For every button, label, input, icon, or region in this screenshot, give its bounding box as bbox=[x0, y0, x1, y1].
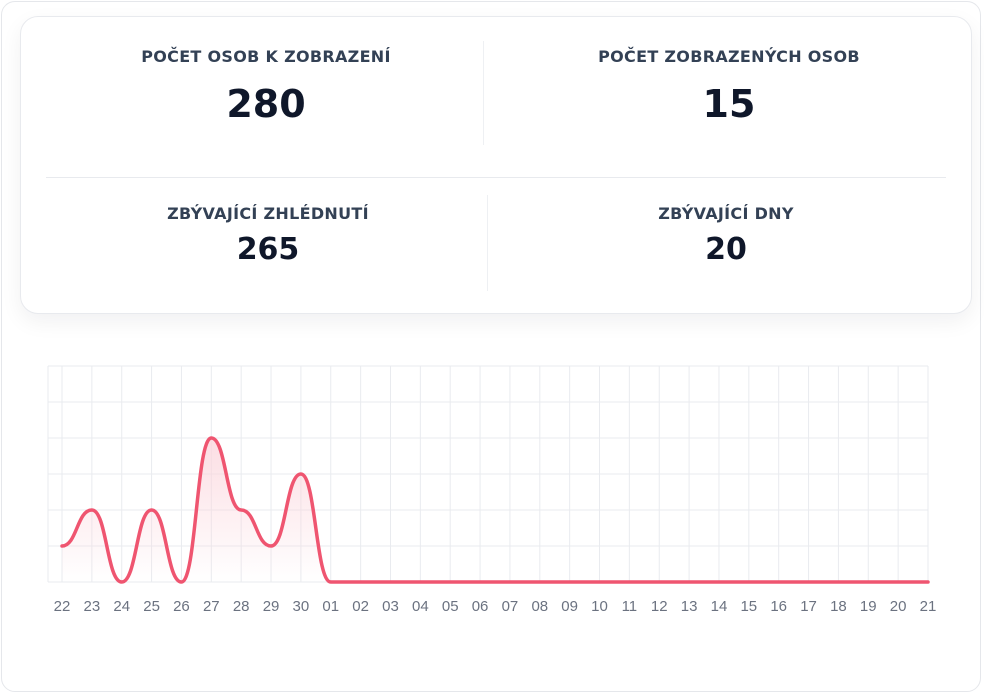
stat-total-persons: POČET OSOB K ZOBRAZENÍ 280 bbox=[21, 47, 511, 126]
x-tick-label: 10 bbox=[591, 598, 608, 615]
stat-remaining-days: ZBÝVAJÍCÍ DNY 20 bbox=[493, 204, 959, 267]
x-tick-label: 05 bbox=[442, 598, 459, 615]
x-tick-label: 24 bbox=[113, 598, 130, 615]
x-tick-label: 08 bbox=[531, 598, 548, 615]
stat-label: ZBÝVAJÍCÍ DNY bbox=[658, 204, 794, 223]
horizontal-divider bbox=[46, 177, 946, 178]
x-tick-label: 01 bbox=[322, 598, 339, 615]
stat-value: 280 bbox=[226, 82, 306, 126]
x-tick-label: 19 bbox=[860, 598, 877, 615]
x-tick-label: 12 bbox=[651, 598, 668, 615]
x-tick-label: 30 bbox=[293, 598, 310, 615]
stats-card: POČET OSOB K ZOBRAZENÍ 280 POČET ZOBRAZE… bbox=[20, 16, 972, 314]
x-tick-label: 17 bbox=[800, 598, 817, 615]
stat-remaining-views: ZBÝVAJÍCÍ ZHLÉDNUTÍ 265 bbox=[21, 204, 515, 267]
x-tick-label: 28 bbox=[233, 598, 250, 615]
stat-label: POČET ZOBRAZENÝCH OSOB bbox=[598, 47, 860, 66]
stat-value: 20 bbox=[705, 232, 747, 267]
x-tick-label: 21 bbox=[920, 598, 937, 615]
x-tick-label: 26 bbox=[173, 598, 190, 615]
series-line bbox=[60, 436, 930, 584]
x-tick-label: 15 bbox=[740, 598, 757, 615]
x-tick-label: 14 bbox=[711, 598, 728, 615]
x-tick-label: 18 bbox=[830, 598, 847, 615]
series-area bbox=[62, 438, 928, 582]
x-tick-label: 29 bbox=[263, 598, 280, 615]
x-tick-label: 02 bbox=[352, 598, 369, 615]
stat-value: 265 bbox=[236, 232, 300, 267]
stat-label: POČET OSOB K ZOBRAZENÍ bbox=[141, 47, 391, 66]
x-tick-label: 06 bbox=[472, 598, 489, 615]
x-tick-label: 27 bbox=[203, 598, 220, 615]
x-tick-label: 22 bbox=[54, 598, 71, 615]
x-tick-label: 03 bbox=[382, 598, 399, 615]
x-tick-label: 20 bbox=[890, 598, 907, 615]
vertical-divider bbox=[483, 41, 484, 145]
x-tick-label: 04 bbox=[412, 598, 429, 615]
x-tick-label: 16 bbox=[770, 598, 787, 615]
stat-displayed-persons: POČET ZOBRAZENÝCH OSOB 15 bbox=[493, 47, 965, 126]
x-tick-label: 11 bbox=[622, 598, 638, 615]
x-tick-label: 09 bbox=[561, 598, 578, 615]
x-tick-label: 25 bbox=[143, 598, 160, 615]
stat-value: 15 bbox=[702, 82, 756, 126]
x-tick-label: 07 bbox=[502, 598, 519, 615]
vertical-divider bbox=[487, 195, 488, 291]
x-tick-label: 23 bbox=[84, 598, 101, 615]
x-tick-label: 13 bbox=[681, 598, 698, 615]
stat-label: ZBÝVAJÍCÍ ZHLÉDNUTÍ bbox=[167, 204, 369, 223]
